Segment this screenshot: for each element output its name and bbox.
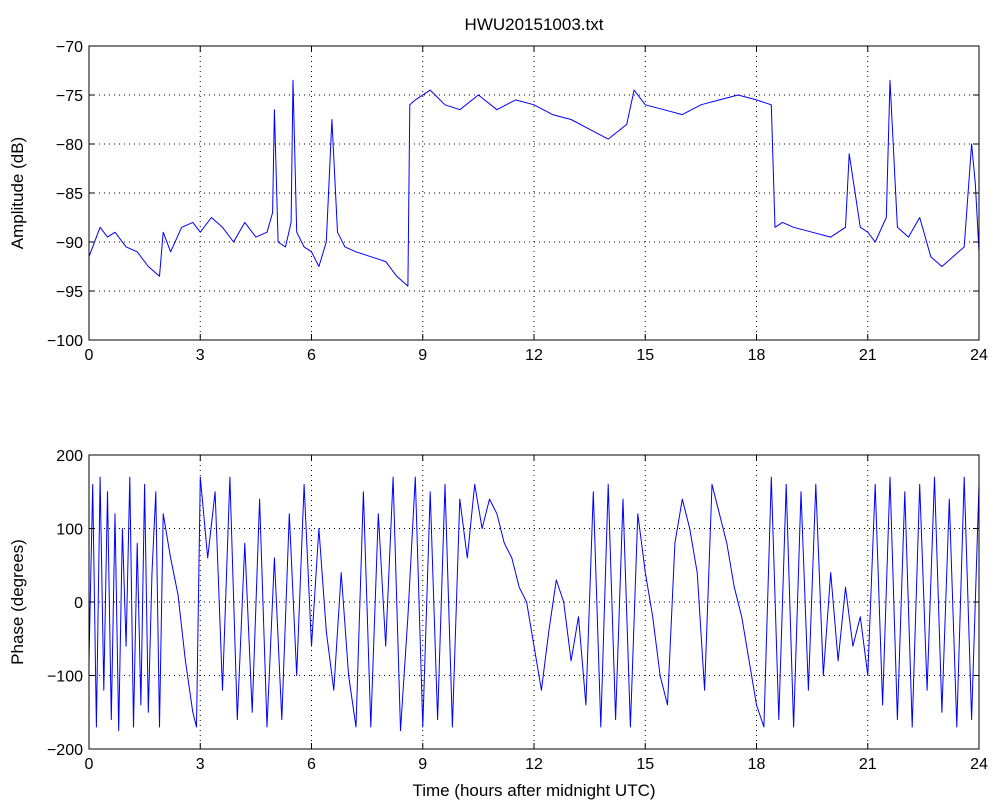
phase-series (88, 476, 980, 732)
phase-chart: 0 3 6 9 12 15 18 21 24 200 100 0 −100 −200 Phase (deg… (8, 448, 988, 800)
y-tick-label: −100 (47, 333, 83, 350)
amplitude-chart: 0 3 6 9 12 15 18 21 24 −70 −75 −80 −85 −90 −95 −100 HWU… (8, 15, 988, 364)
x-tick-label: 21 (859, 756, 877, 773)
y-tick-label: −200 (47, 742, 83, 759)
phase-y-axis-label: Phase (degrees) (8, 539, 27, 665)
amplitude-ticks: 0 3 6 9 12 15 18 21 24 −70 −75 −80 −85 −90 −95 −100 (47, 39, 988, 364)
x-tick-label: 9 (418, 756, 427, 773)
amplitude-grid (89, 46, 979, 340)
series-line (88, 476, 980, 732)
amplitude-y-axis-label: Amplitude (dB) (8, 137, 27, 249)
chart-title: HWU20151003.txt (465, 15, 604, 34)
x-tick-label: 15 (636, 756, 654, 773)
x-tick-label: 12 (525, 756, 543, 773)
x-tick-label: 9 (418, 347, 427, 364)
y-tick-label: −100 (47, 669, 83, 686)
y-tick-label: −90 (56, 235, 83, 252)
y-tick-label: 100 (56, 522, 83, 539)
x-tick-label: 6 (307, 756, 316, 773)
y-tick-label: −85 (56, 186, 83, 203)
y-tick-label: −70 (56, 39, 83, 56)
phase-ticks: 0 3 6 9 12 15 18 21 24 200 100 0 −100 −200 (47, 448, 988, 773)
x-tick-label: 3 (196, 756, 205, 773)
x-tick-label: 0 (85, 347, 94, 364)
y-tick-label: −75 (56, 88, 83, 105)
phase-grid (89, 455, 979, 749)
y-tick-label: 200 (56, 448, 83, 465)
y-tick-label: −95 (56, 284, 83, 301)
x-tick-label: 18 (748, 347, 766, 364)
x-axis-label: Time (hours after midnight UTC) (412, 781, 655, 800)
y-tick-label: −80 (56, 137, 83, 154)
x-tick-label: 3 (196, 347, 205, 364)
x-tick-label: 12 (525, 347, 543, 364)
x-tick-label: 18 (748, 756, 766, 773)
series-line (88, 79, 980, 287)
x-tick-label: 24 (970, 756, 988, 773)
x-tick-label: 15 (636, 347, 654, 364)
x-tick-label: 21 (859, 347, 877, 364)
x-tick-label: 24 (970, 347, 988, 364)
x-tick-label: 6 (307, 347, 316, 364)
amplitude-series (88, 79, 980, 287)
x-tick-label: 0 (85, 756, 94, 773)
y-tick-label: 0 (74, 595, 83, 612)
